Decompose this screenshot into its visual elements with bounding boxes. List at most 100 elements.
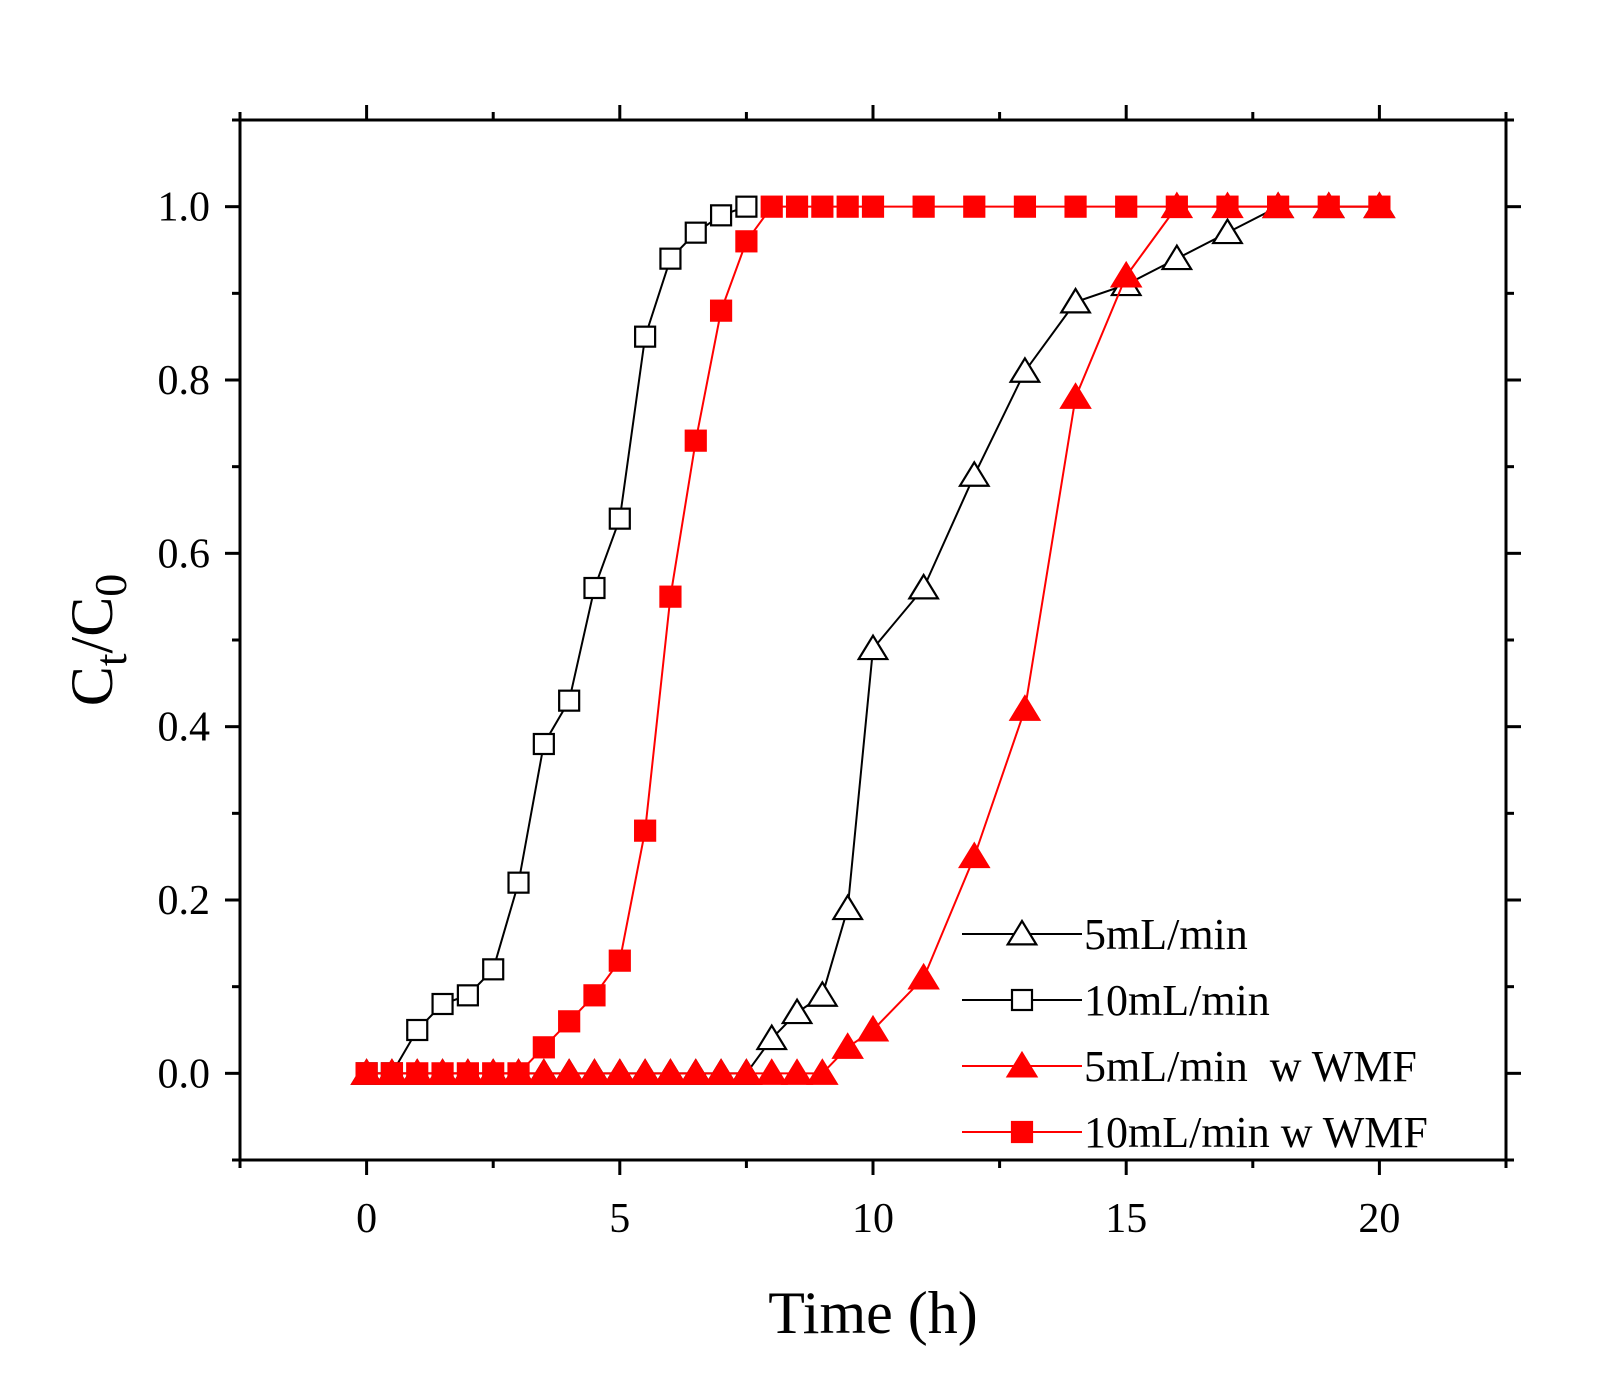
legend-marker — [1010, 988, 1034, 1012]
data-point — [1008, 356, 1042, 383]
data-point — [755, 1023, 788, 1051]
data-point — [684, 429, 707, 452]
series-10ml-min-wmf — [355, 195, 1391, 1085]
data-point — [735, 230, 758, 253]
y-axis-title-sub-t: t — [85, 653, 136, 666]
data-point — [482, 958, 505, 981]
data-point — [735, 195, 758, 218]
data-point — [532, 732, 555, 756]
series-10ml-min — [355, 195, 758, 1085]
data-point — [583, 984, 606, 1007]
data-point — [1109, 260, 1143, 288]
data-point — [608, 949, 631, 972]
axis-ticks: 0 5 10 15 20 0.0 0.2 0.4 0.6 0.8 1.0 — [158, 105, 1521, 1242]
data-point — [1115, 195, 1138, 218]
data-point — [456, 1062, 479, 1085]
data-point — [907, 962, 940, 990]
data-point — [755, 1058, 788, 1085]
data-point — [659, 585, 682, 608]
data-point — [806, 980, 839, 1007]
data-point — [603, 1058, 637, 1085]
legend-item: 10mL/min — [962, 976, 1270, 1025]
series-line — [366, 205, 747, 1075]
data-point — [380, 1062, 404, 1085]
legend-label: 5mL/min w WMF — [1084, 1042, 1417, 1091]
data-point — [1267, 195, 1290, 218]
data-point — [552, 1058, 586, 1085]
y-axis-title-sep: /C — [59, 597, 125, 654]
data-point — [1368, 195, 1391, 218]
legend-label: 10mL/min — [1084, 976, 1270, 1025]
data-point — [578, 1058, 611, 1085]
x-tick-label: 10 — [852, 1196, 894, 1242]
data-point — [628, 1058, 662, 1085]
data-point — [785, 195, 809, 218]
data-point — [583, 576, 606, 600]
data-point — [831, 1032, 864, 1059]
data-point — [806, 1058, 839, 1085]
legend-marker — [1010, 1120, 1034, 1144]
x-axis-title: Time (h) — [768, 1280, 977, 1346]
data-point — [456, 984, 479, 1007]
data-point — [780, 1058, 814, 1085]
data-point — [709, 299, 733, 322]
x-tick-label: 20 — [1358, 1196, 1400, 1242]
data-point — [831, 893, 864, 921]
data-point — [907, 572, 940, 600]
data-point — [963, 195, 986, 218]
data-point — [679, 1058, 713, 1085]
data-point — [558, 1010, 581, 1033]
data-point — [634, 819, 657, 842]
y-tick-label: 0.6 — [158, 531, 211, 577]
x-tick-label: 15 — [1105, 1196, 1147, 1242]
legend-marker — [1005, 918, 1039, 946]
data-point — [527, 1058, 561, 1085]
y-axis-title-sub-0: 0 — [85, 574, 136, 597]
x-tick-label: 5 — [609, 1196, 630, 1242]
legend-item: 10mL/min w WMF — [962, 1108, 1428, 1157]
legend-label: 10mL/min w WMF — [1084, 1108, 1428, 1157]
data-point — [532, 1036, 555, 1059]
data-point — [406, 1018, 429, 1042]
data-point — [482, 1062, 505, 1085]
data-point — [709, 204, 733, 227]
data-point — [1059, 286, 1092, 314]
data-point — [704, 1058, 738, 1085]
data-point — [654, 1058, 687, 1085]
data-point — [507, 1062, 530, 1085]
data-point — [507, 871, 530, 894]
data-point — [608, 507, 631, 530]
data-point — [1064, 195, 1087, 218]
data-point — [406, 1062, 429, 1085]
data-point — [558, 689, 581, 712]
data-point — [912, 195, 935, 218]
data-point — [1160, 243, 1194, 271]
y-tick-label: 0.8 — [158, 358, 211, 404]
legend-label: 5mL/min — [1084, 910, 1248, 959]
data-point — [355, 1062, 378, 1085]
data-point — [811, 195, 834, 218]
y-tick-label: 0.4 — [158, 705, 211, 751]
data-point — [760, 195, 783, 218]
data-point — [856, 1014, 890, 1042]
data-point — [730, 1058, 763, 1085]
data-point — [431, 1062, 454, 1085]
data-point — [1317, 195, 1340, 218]
data-point — [836, 195, 859, 218]
legend: 5mL/min 10mL/min 5mL/min w WMF 10mL/min w W… — [962, 910, 1428, 1157]
y-tick-label: 0.2 — [158, 878, 211, 924]
data-point — [1013, 195, 1037, 218]
data-point — [431, 992, 454, 1016]
data-point — [659, 247, 682, 270]
data-point — [1165, 195, 1188, 218]
legend-item: 5mL/min w WMF — [962, 1042, 1417, 1091]
y-axis-title: Ct/C0 — [59, 574, 136, 707]
data-point — [684, 221, 707, 244]
y-tick-label: 1.0 — [158, 185, 211, 231]
data-point — [1211, 217, 1244, 245]
data-point — [856, 633, 890, 661]
series-layer — [350, 191, 1396, 1085]
x-tick-label: 0 — [356, 1196, 377, 1242]
data-point — [861, 195, 885, 218]
